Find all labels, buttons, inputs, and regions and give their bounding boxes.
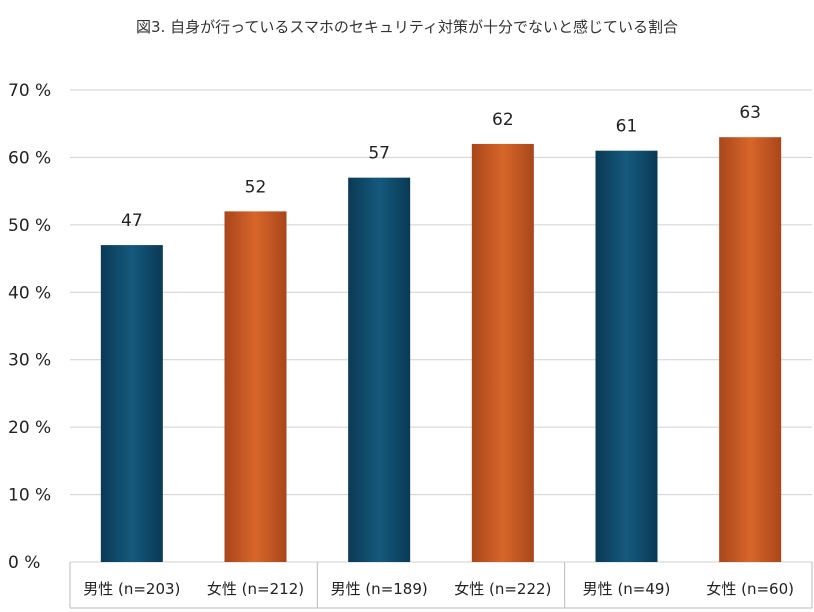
x-tick-label: 男性 (n=203) [83, 580, 180, 598]
x-tick-label: 女性 (n=222) [454, 580, 551, 598]
bar [471, 143, 534, 562]
data-label: 62 [492, 110, 514, 130]
data-label: 61 [616, 117, 638, 137]
y-tick-label: 10 % [8, 486, 51, 506]
x-tick-label: 男性 (n=189) [331, 580, 428, 598]
y-tick-label: 30 % [8, 351, 51, 371]
data-label: 63 [739, 103, 761, 123]
y-tick-label: 40 % [8, 283, 51, 303]
x-tick-label: 男性 (n=49) [583, 580, 671, 598]
chart-title: 図3. 自身が行っているスマホのセキュリティ対策が十分でないと感じている割合 [136, 18, 678, 36]
bar [100, 245, 163, 563]
bar [719, 137, 782, 562]
y-tick-label: 50 % [8, 216, 51, 236]
y-tick-label: 0 % [8, 553, 40, 573]
y-tick-label: 60 % [8, 148, 51, 168]
data-label: 47 [121, 211, 143, 231]
x-tick-label: 女性 (n=212) [207, 580, 304, 598]
x-tick-label: 女性 (n=60) [706, 580, 794, 598]
bar [595, 150, 658, 562]
bar [348, 177, 411, 562]
y-tick-label: 70 % [8, 81, 51, 101]
data-label: 52 [245, 177, 267, 197]
data-label: 57 [368, 144, 390, 164]
bar [224, 211, 287, 562]
y-tick-label: 20 % [8, 418, 51, 438]
